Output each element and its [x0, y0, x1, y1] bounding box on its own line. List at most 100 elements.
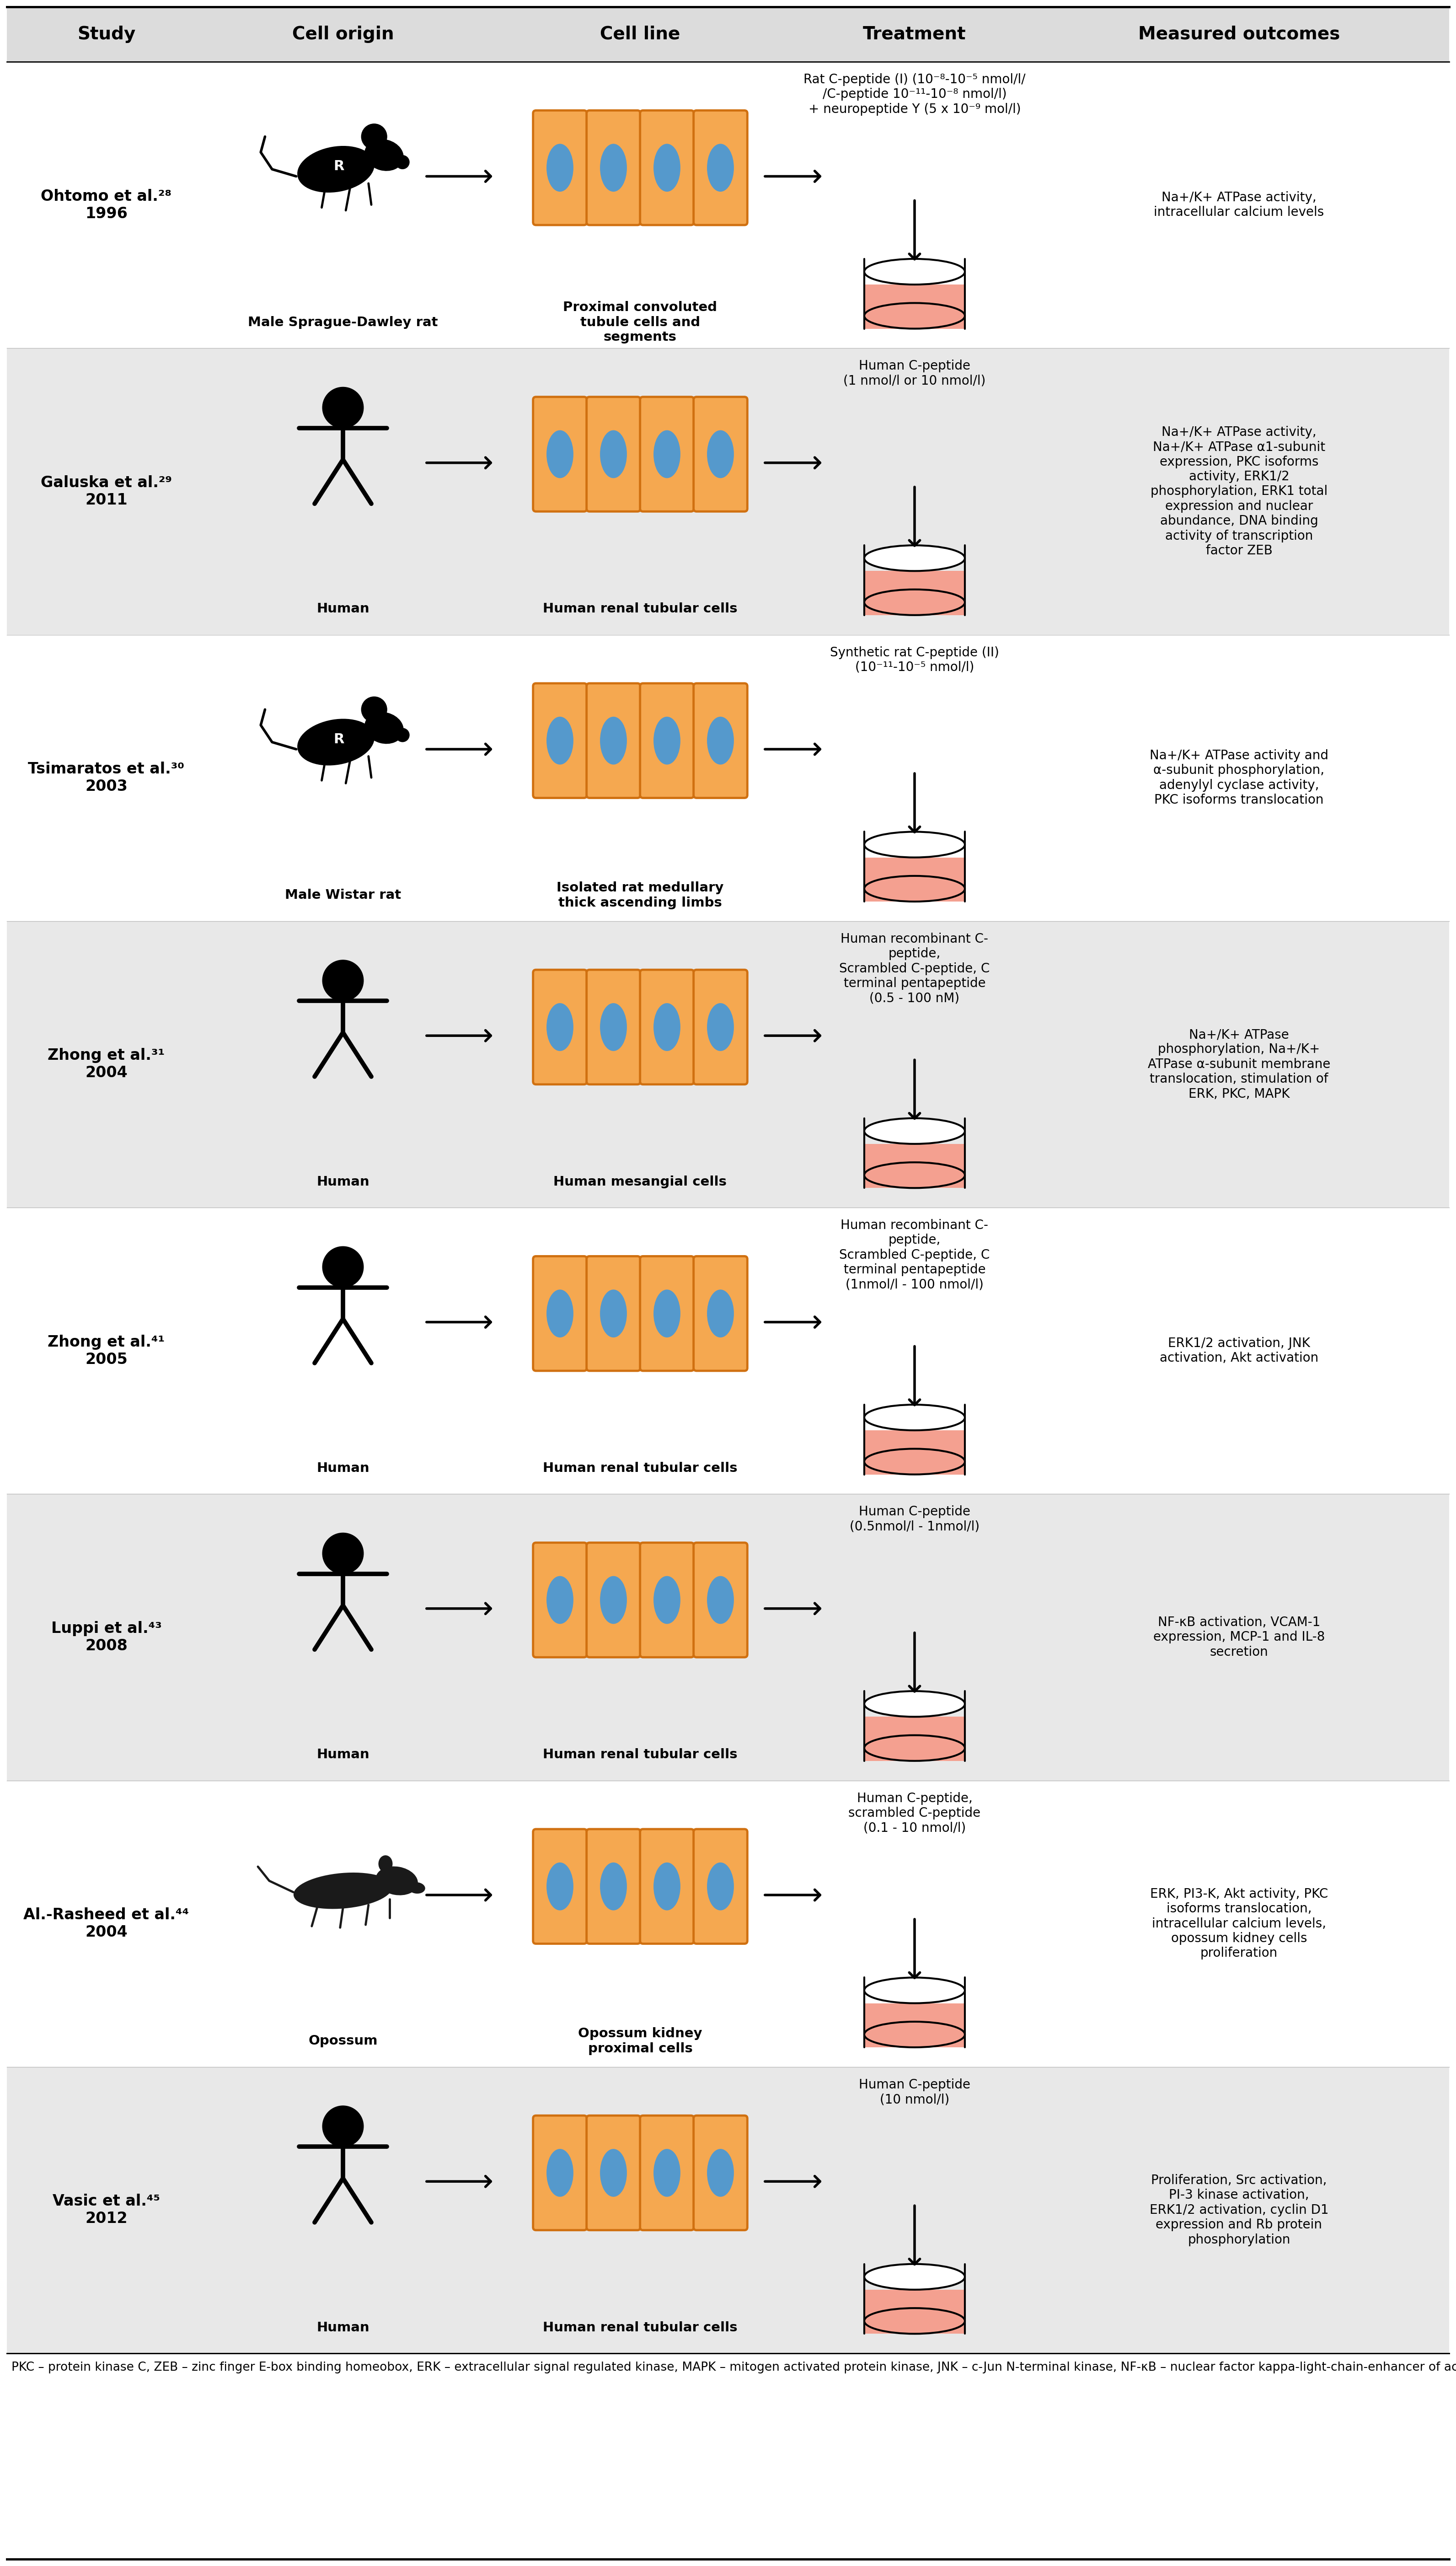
Ellipse shape: [865, 1735, 965, 1760]
FancyBboxPatch shape: [641, 970, 695, 1085]
Bar: [7, 8, 1449, 62]
Text: Human renal tubular cells: Human renal tubular cells: [543, 1747, 738, 1760]
Text: Rat C-peptide (I) (10⁻⁸-10⁻⁵ nmol/l/
/C-peptide 10⁻¹¹-10⁻⁸ nmol/l)
+ neuropeptid: Rat C-peptide (I) (10⁻⁸-10⁻⁵ nmol/l/ /C-…: [804, 74, 1025, 115]
Ellipse shape: [364, 139, 403, 172]
Text: Isolated rat medullary
thick ascending limbs: Isolated rat medullary thick ascending l…: [556, 883, 724, 908]
Text: Human renal tubular cells: Human renal tubular cells: [543, 2322, 738, 2335]
Ellipse shape: [600, 716, 628, 765]
Ellipse shape: [654, 144, 680, 192]
Text: Human: Human: [316, 2322, 370, 2335]
Text: Human recombinant C-
peptide,
Scrambled C-peptide, C
terminal pentapeptide
(0.5 : Human recombinant C- peptide, Scrambled …: [839, 931, 990, 1006]
FancyBboxPatch shape: [533, 110, 587, 226]
Ellipse shape: [600, 431, 628, 477]
FancyBboxPatch shape: [641, 683, 695, 798]
Ellipse shape: [364, 711, 403, 744]
Ellipse shape: [708, 144, 734, 192]
Text: Tsimaratos et al.³⁰
2003: Tsimaratos et al.³⁰ 2003: [28, 762, 185, 793]
Ellipse shape: [297, 146, 374, 192]
FancyBboxPatch shape: [693, 1830, 747, 1942]
FancyBboxPatch shape: [693, 398, 747, 511]
Text: Cell line: Cell line: [600, 26, 680, 44]
FancyBboxPatch shape: [693, 110, 747, 226]
FancyBboxPatch shape: [533, 398, 587, 511]
Ellipse shape: [379, 1855, 393, 1873]
Text: Human renal tubular cells: Human renal tubular cells: [543, 1463, 738, 1475]
Ellipse shape: [654, 1291, 680, 1337]
Ellipse shape: [546, 2148, 574, 2196]
Text: Human recombinant C-
peptide,
Scrambled C-peptide, C
terminal pentapeptide
(1nmo: Human recombinant C- peptide, Scrambled …: [839, 1219, 990, 1291]
Text: Opossum kidney
proximal cells: Opossum kidney proximal cells: [578, 2027, 702, 2055]
FancyBboxPatch shape: [587, 1830, 641, 1942]
FancyBboxPatch shape: [587, 1257, 641, 1370]
Text: Na+/K+ ATPase activity and
α-subunit phosphorylation,
adenylyl cyclase activity,: Na+/K+ ATPase activity and α-subunit pho…: [1150, 749, 1328, 806]
Circle shape: [322, 1532, 364, 1573]
Circle shape: [322, 387, 364, 429]
Bar: [865, 1144, 965, 1188]
Bar: [865, 1429, 965, 1475]
Ellipse shape: [600, 144, 628, 192]
Ellipse shape: [396, 154, 409, 169]
Ellipse shape: [600, 1003, 628, 1052]
Bar: [7, 1781, 1449, 2066]
Text: Male Wistar rat: Male Wistar rat: [285, 888, 400, 901]
Ellipse shape: [865, 1162, 965, 1188]
Ellipse shape: [865, 259, 965, 285]
FancyBboxPatch shape: [533, 1830, 587, 1942]
FancyBboxPatch shape: [641, 1257, 695, 1370]
Bar: [7, 2353, 1449, 2558]
Ellipse shape: [654, 1863, 680, 1909]
Text: Human: Human: [316, 1463, 370, 1475]
Text: Human C-peptide
(1 nmol/l or 10 nmol/l): Human C-peptide (1 nmol/l or 10 nmol/l): [843, 359, 986, 387]
Text: Zhong et al.⁴¹
2005: Zhong et al.⁴¹ 2005: [48, 1334, 165, 1368]
FancyBboxPatch shape: [693, 970, 747, 1085]
Text: ERK1/2 activation, JNK
activation, Akt activation: ERK1/2 activation, JNK activation, Akt a…: [1159, 1337, 1319, 1365]
FancyBboxPatch shape: [533, 970, 587, 1085]
Text: Ohtomo et al.²⁸
1996: Ohtomo et al.²⁸ 1996: [41, 190, 172, 221]
Text: Zhong et al.³¹
2004: Zhong et al.³¹ 2004: [48, 1047, 165, 1080]
Text: Na+/K+ ATPase activity,
Na+/K+ ATPase α1-subunit
expression, PKC isoforms
activi: Na+/K+ ATPase activity, Na+/K+ ATPase α1…: [1150, 426, 1328, 557]
FancyBboxPatch shape: [587, 683, 641, 798]
Bar: [865, 857, 965, 901]
Ellipse shape: [708, 716, 734, 765]
Ellipse shape: [654, 1576, 680, 1624]
Text: Al.-Rasheed et al.⁴⁴
2004: Al.-Rasheed et al.⁴⁴ 2004: [23, 1907, 189, 1940]
Text: NF-κB activation, VCAM-1
expression, MCP-1 and IL-8
secretion: NF-κB activation, VCAM-1 expression, MCP…: [1153, 1617, 1325, 1658]
Text: R: R: [333, 159, 344, 172]
FancyBboxPatch shape: [693, 1257, 747, 1370]
Text: Study: Study: [77, 26, 135, 44]
Ellipse shape: [376, 1865, 418, 1896]
Text: Human: Human: [316, 1747, 370, 1760]
FancyBboxPatch shape: [533, 1257, 587, 1370]
Ellipse shape: [297, 718, 374, 765]
FancyBboxPatch shape: [641, 110, 695, 226]
Text: Human: Human: [316, 603, 370, 616]
Bar: [7, 634, 1449, 921]
Ellipse shape: [708, 1291, 734, 1337]
Ellipse shape: [600, 2148, 628, 2196]
Bar: [865, 285, 965, 328]
Text: Male Sprague-Dawley rat: Male Sprague-Dawley rat: [248, 316, 438, 328]
Text: Luppi et al.⁴³
2008: Luppi et al.⁴³ 2008: [51, 1622, 162, 1653]
Bar: [865, 2289, 965, 2332]
Text: Proximal convoluted
tubule cells and
segments: Proximal convoluted tubule cells and seg…: [563, 300, 718, 344]
FancyBboxPatch shape: [587, 2114, 641, 2230]
Circle shape: [322, 1247, 364, 1288]
Bar: [7, 349, 1449, 634]
FancyBboxPatch shape: [641, 398, 695, 511]
FancyBboxPatch shape: [587, 1542, 641, 1658]
Text: Human C-peptide,
scrambled C-peptide
(0.1 - 10 nmol/l): Human C-peptide, scrambled C-peptide (0.…: [849, 1791, 981, 1835]
Bar: [7, 62, 1449, 349]
Ellipse shape: [408, 1883, 425, 1894]
Ellipse shape: [600, 1291, 628, 1337]
Ellipse shape: [294, 1873, 393, 1909]
Ellipse shape: [865, 303, 965, 328]
Ellipse shape: [546, 431, 574, 477]
Text: Na+/K+ ATPase activity,
intracellular calcium levels: Na+/K+ ATPase activity, intracellular ca…: [1155, 190, 1324, 218]
Text: Human: Human: [316, 1175, 370, 1188]
Ellipse shape: [865, 1119, 965, 1144]
Text: R: R: [333, 734, 344, 747]
FancyBboxPatch shape: [533, 683, 587, 798]
Bar: [865, 1717, 965, 1760]
Ellipse shape: [865, 875, 965, 901]
Ellipse shape: [865, 2307, 965, 2332]
